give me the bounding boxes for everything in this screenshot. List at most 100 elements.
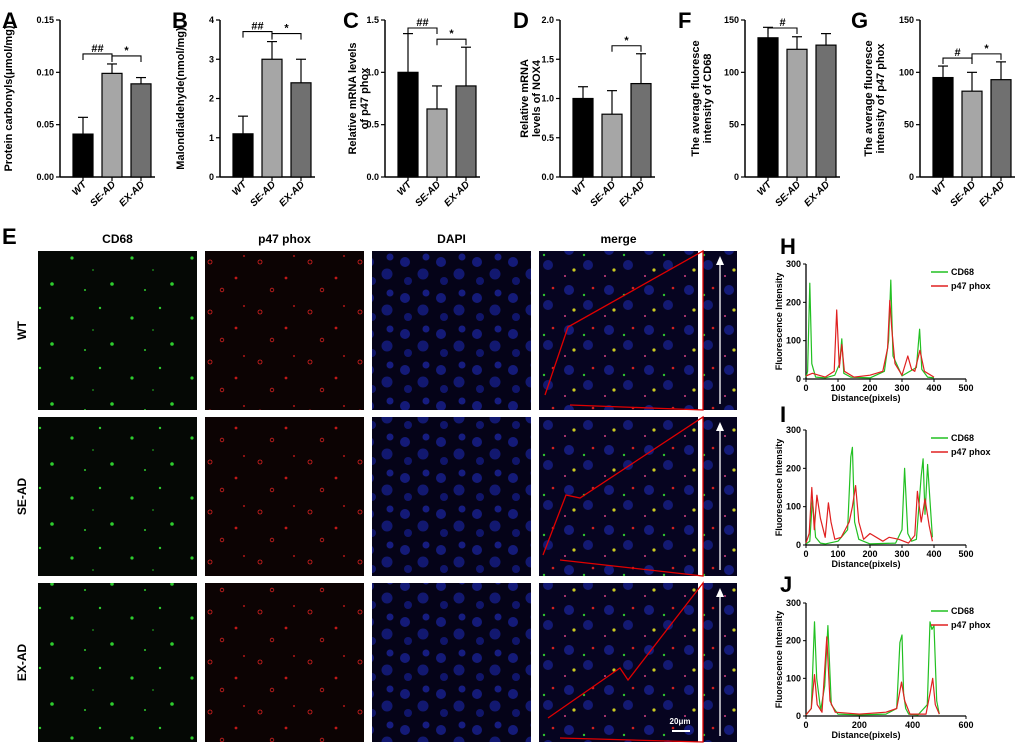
- roi-outline: [544, 249, 704, 411]
- bar-A-WT: [72, 133, 94, 178]
- y-tick-label: 100: [786, 336, 801, 346]
- y-tick-label: 0: [909, 172, 914, 182]
- significance-label: *: [449, 28, 454, 40]
- significance-label: *: [284, 23, 289, 35]
- y-tick-label: 150: [724, 15, 739, 25]
- micrograph-SE-AD-merge: [539, 417, 698, 576]
- y-tick-label: 100: [724, 67, 739, 77]
- bar-chart-G: G The average fluoresceintensity of p47 p…: [851, 8, 1015, 209]
- x-axis-title: Distance(pixels): [831, 730, 900, 740]
- y-tick-label: 1: [209, 133, 214, 143]
- x-tick-label: 100: [830, 549, 845, 559]
- y-tick-label: 100: [786, 502, 801, 512]
- x-tick-label: 0: [803, 720, 808, 730]
- micrograph-WT-p47 phox: [205, 251, 364, 410]
- x-tick-label: WT: [570, 179, 589, 198]
- significance-label: ##: [91, 43, 103, 55]
- x-tick-label: SE-AD: [413, 179, 443, 209]
- micrograph-SE-AD-p47 phox: [205, 417, 364, 576]
- x-tick-label: SE-AD: [88, 179, 118, 209]
- y-tick-label: 0.00: [36, 172, 54, 182]
- bar-B-EX-AD: [290, 82, 312, 178]
- y-tick-label: 2: [209, 94, 214, 104]
- y-tick-label: 200: [786, 463, 801, 473]
- bar-chart-F: F The average fluoresceintensity of CD68 0…: [678, 8, 840, 209]
- bar-F-WT: [757, 37, 779, 178]
- panel-letter-F: F: [678, 8, 691, 33]
- y-axis-title-line: levels of NOX4: [531, 59, 543, 137]
- significance-bracket: [436, 38, 467, 46]
- micrograph-EX-AD-p47 phox: [205, 583, 364, 742]
- y-tick-label: 0.05: [36, 120, 54, 130]
- y-tick-label: 0: [209, 172, 214, 182]
- series-line-p47-phox: [805, 299, 935, 378]
- bar-B-SE-AD: [261, 58, 283, 178]
- significance-label: #: [954, 47, 960, 59]
- y-axis-title-A: Protein carbonyls(μmol/mg): [3, 25, 15, 171]
- y-axis-title-G: The average fluoresceintensity of p47 ph…: [863, 40, 887, 156]
- y-axis-title-D: Relative mRNAlevels of NOX4: [519, 59, 543, 138]
- column-header: p47 phox: [258, 232, 311, 246]
- bar-C-SE-AD: [426, 108, 448, 178]
- y-axis-title-line: intensity of CD68: [702, 54, 714, 144]
- x-tick-label: 200: [862, 383, 877, 393]
- roi-outline: [547, 581, 704, 743]
- micrograph-WT-CD68: [38, 251, 197, 410]
- significance-label: #: [779, 17, 785, 29]
- y-tick-label: 100: [786, 673, 801, 683]
- bar-C-WT: [397, 71, 419, 178]
- x-tick-label: 0: [803, 549, 808, 559]
- y-tick-label: 0.10: [36, 67, 54, 77]
- x-tick-label: 0: [803, 383, 808, 393]
- significance-bracket: [767, 27, 798, 34]
- significance-bracket: [971, 53, 1002, 60]
- bar-chart-C: C Relative mRNA levelsof p47 phox 0.0 0.5 1.…: [343, 8, 480, 209]
- y-axis-title: Fluorescence Intensity: [774, 611, 784, 709]
- x-tick-label: SE-AD: [248, 179, 278, 209]
- x-tick-label: SE-AD: [588, 179, 618, 209]
- row-label: EX-AD: [15, 644, 29, 682]
- series-line-CD68: [805, 279, 935, 379]
- row-label: SE-AD: [15, 478, 29, 516]
- x-tick-label: 300: [894, 383, 909, 393]
- y-tick-label: 50: [729, 120, 739, 130]
- y-axis-title-line: of p47 phox: [359, 67, 371, 130]
- y-tick-label: 150: [899, 15, 914, 25]
- column-header: merge: [600, 232, 636, 246]
- bar-D-SE-AD: [601, 113, 623, 178]
- arrow-head: [716, 256, 724, 265]
- x-tick-label: 500: [958, 549, 973, 559]
- significance-bracket: [111, 55, 142, 62]
- series-line-CD68: [805, 621, 940, 716]
- y-axis-title-C: Relative mRNA levelsof p47 phox: [347, 42, 371, 154]
- panel-letter-I: I: [780, 402, 786, 427]
- roi-outline: [542, 415, 704, 577]
- x-tick-label: EX-AD: [617, 179, 647, 209]
- panel-letter-G: G: [851, 8, 868, 33]
- y-axis-title-line: intensity of p47 phox: [875, 43, 887, 154]
- x-tick-label: 100: [830, 383, 845, 393]
- micrograph-EX-AD-CD68: [38, 583, 197, 742]
- y-tick-label: 4: [209, 15, 214, 25]
- x-axis-title: Distance(pixels): [831, 393, 900, 403]
- x-tick-label: EX-AD: [977, 179, 1007, 209]
- series-line-CD68: [805, 446, 933, 545]
- significance-bracket: [942, 57, 973, 65]
- scale-bar-label: 20μm: [670, 717, 691, 726]
- bar-G-WT: [932, 76, 954, 178]
- significance-label: *: [124, 45, 129, 57]
- series-line-p47-phox: [805, 636, 940, 716]
- x-tick-label: SE-AD: [773, 179, 803, 209]
- x-tick-label: WT: [755, 179, 774, 198]
- micrograph-SE-AD-DAPI: [372, 417, 531, 576]
- row-label: WT: [15, 321, 29, 340]
- x-tick-label: 200: [862, 549, 877, 559]
- bar-F-SE-AD: [786, 48, 808, 178]
- y-axis-title-line: The average fluoresce: [690, 40, 702, 156]
- bar-C-EX-AD: [455, 85, 477, 178]
- panel-letter-E: E: [2, 224, 17, 249]
- y-tick-label: 200: [786, 636, 801, 646]
- y-tick-label: 100: [899, 67, 914, 77]
